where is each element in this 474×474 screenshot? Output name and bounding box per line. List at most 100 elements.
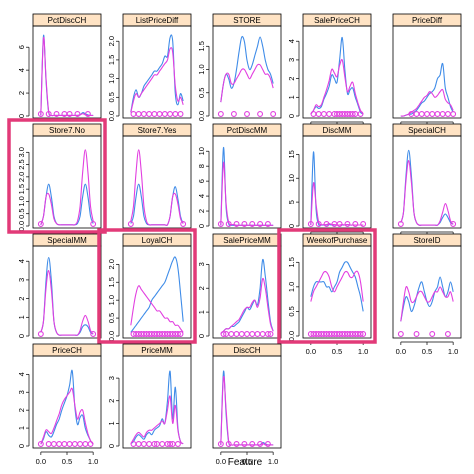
rug-point-discmm (344, 221, 351, 227)
rug-point-pricemm (146, 441, 153, 447)
pink-density-storeid (400, 285, 454, 322)
y-tick-label-listpricediff: 1.0 (107, 73, 116, 83)
rug-point-pctdiscch (37, 111, 44, 117)
x-axis-label: Feature (228, 457, 263, 468)
blue-density-store7-yes (130, 183, 184, 226)
panel-store7-yes: Store7.Yes (122, 123, 192, 229)
rug-point-salepricech (320, 111, 327, 117)
y-tick-label-pricemm: 3 (107, 376, 116, 380)
y-tick-label-listpricediff: 2.0 (107, 36, 116, 46)
x-tick-label-pricech: 1.0 (88, 457, 98, 466)
plot-box-pricemm (122, 355, 192, 449)
x-tick-label-pricech: 0.0 (36, 457, 46, 466)
y-tick-label-listpricediff: 0.5 (107, 92, 116, 102)
panel-salepricemm: SalePriceMM 0 1 2 3 (197, 233, 282, 339)
rug-point-pctdiscmm (241, 221, 248, 227)
rug-point-weekofpurchase (357, 331, 364, 337)
rug-point-pricech (71, 441, 78, 447)
y-tick-label-pctdiscmm: 8 (197, 164, 206, 168)
strip-label-storeid: StoreID (413, 236, 440, 245)
blue-density-store (220, 35, 274, 103)
y-tick-label-weekofpurchase: 1.0 (287, 282, 296, 292)
strip-label-store7-yes: Store7.Yes (138, 126, 177, 135)
plot-box-store7-yes (122, 135, 192, 229)
y-tick-label-listpricediff: 1.5 (107, 55, 116, 65)
y-tick-label-discmm: 15 (287, 150, 296, 158)
rug-point-specialmm (37, 331, 44, 337)
y-tick-label-pctdiscmm: 10 (197, 147, 206, 155)
y-tick-label-salepricech: 2 (287, 77, 296, 81)
panel-storeid: StoreID 0.0 0.5 1.0 (392, 233, 462, 356)
rug-point-salepricemm (249, 331, 256, 337)
blue-density-pricediff (400, 62, 454, 117)
pink-density-salepricemm (220, 277, 274, 335)
y-tick-label-discmm: 5 (287, 200, 296, 204)
y-tick-label-specialmm: 0 (17, 334, 26, 338)
rug-point-listpricediff (172, 111, 179, 117)
y-tick-label-store: 1.0 (197, 64, 206, 74)
x-tick-label-discch: 0.0 (216, 457, 226, 466)
y-tick-label-salepricech: 1 (287, 95, 296, 99)
rug-point-store7-yes (180, 221, 187, 227)
rug-point-pricech (37, 441, 44, 447)
panel-store: STORE 0.0 0.5 1.0 1.5 (197, 13, 282, 121)
panel-listpricediff: ListPriceDiff 0.0 0.5 1.0 1.5 2.0 (107, 13, 192, 121)
rug-point-salepricech (357, 111, 364, 117)
rug-point-specialch (450, 221, 457, 227)
rug-point-store (257, 111, 264, 117)
rug-point-listpricediff (177, 111, 184, 117)
strip-label-salepricech: SalePriceCH (314, 16, 360, 25)
rug-point-salepricemm (264, 331, 271, 337)
rug-point-discmm (331, 221, 338, 227)
rug-point-listpricediff (156, 111, 163, 117)
panel-pricemm: PriceMM 0 1 2 3 (107, 343, 192, 449)
y-tick-label-pctdiscch: 0 (17, 114, 26, 118)
rug-point-discmm (360, 221, 367, 227)
rug-point-salepricech (326, 111, 333, 117)
blue-density-discmm (310, 151, 364, 227)
rug-point-discmm (352, 221, 359, 227)
y-tick-label-loyalch: 1.0 (107, 295, 116, 305)
y-tick-label-pricech: 4 (17, 372, 26, 376)
y-tick-label-pricech: 3 (17, 390, 26, 394)
blue-density-pctdiscmm (220, 146, 274, 227)
y-tick-label-pctdiscmm: 0 (197, 224, 206, 228)
rug-point-pricemm (159, 441, 166, 447)
panel-salepricech: SalePriceCH012340.00.51.0 (287, 13, 372, 136)
strip-label-listpricediff: ListPriceDiff (136, 16, 179, 25)
plot-box-specialch (392, 135, 462, 229)
plot-box-weekofpurchase (302, 245, 372, 339)
highlight-box-loyalch (97, 228, 197, 344)
y-tick-label-weekofpurchase: 0.0 (287, 331, 296, 341)
plot-box-pricediff (392, 25, 462, 119)
rug-point-pctdiscch (66, 111, 73, 117)
y-tick-label-pricech: 0 (17, 444, 26, 448)
rug-point-pricech (82, 441, 89, 447)
panel-grid: PctDiscCH 0 2 4 6 ListPriceDiff 0.0 0.5 1.0 1.5 2.… (7, 13, 462, 466)
rug-point-salepricemm (267, 331, 274, 337)
y-tick-label-specialmm: 2 (17, 297, 26, 301)
panel-weekofpurchase: WeekofPurchase 0.0 0.5 1.0 1.5 0.0 0.5 1.0 (277, 228, 377, 356)
rug-point-pctdiscmm (217, 221, 224, 227)
plot-box-store (212, 25, 282, 119)
plot-box-discch (212, 355, 282, 449)
y-tick-label-store: 0.5 (197, 88, 206, 98)
rug-point-pctdiscch (53, 111, 60, 117)
pink-density-pctdiscmm (220, 161, 274, 226)
x-tick-label-storeid: 0.5 (422, 347, 432, 356)
rug-point-salepricemm (233, 331, 240, 337)
rug-point-pricech (56, 441, 63, 447)
y-tick-label-pctdiscmm: 2 (197, 209, 206, 213)
plot-box-store7-no (32, 135, 102, 229)
strip-label-discch: DiscCH (233, 346, 260, 355)
rug-point-listpricediff (151, 111, 158, 117)
strip-label-pricech: PriceCH (52, 346, 82, 355)
strip-label-salepricemm: SalePriceMM (223, 236, 271, 245)
rug-point-discmm (336, 221, 343, 227)
y-tick-label-pctdiscch: 2 (17, 91, 26, 95)
rug-point-pricemm (135, 441, 142, 447)
rug-point-listpricediff (167, 111, 174, 117)
pink-density-discmm (310, 182, 364, 226)
